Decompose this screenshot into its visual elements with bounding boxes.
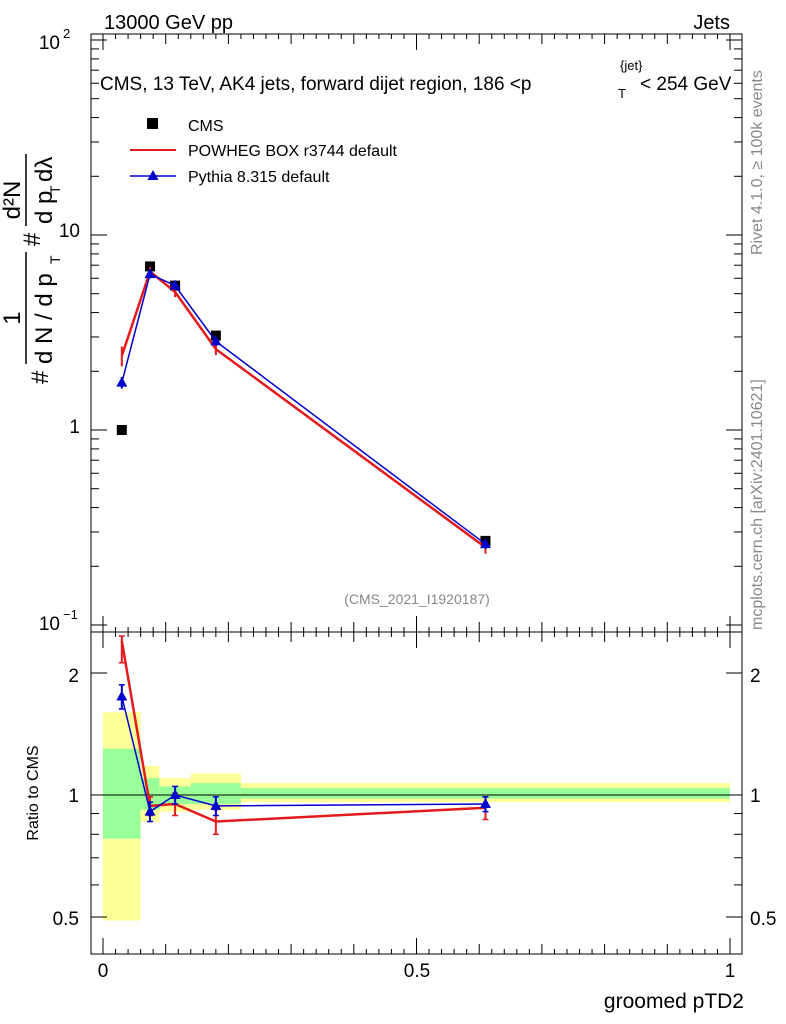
svg-text:#: # xyxy=(27,370,54,384)
ratio-ticks xyxy=(91,632,742,954)
ratio-ytick-1-right: 1 xyxy=(750,786,761,807)
side-text-bottom: mcplots.cern.ch [arXiv:2401.10621] xyxy=(749,379,766,630)
x-axis-label: groomed pTD2 xyxy=(604,990,744,1013)
main-line-powheg xyxy=(120,269,487,549)
svg-text:10: 10 xyxy=(39,614,60,635)
analysis-watermark: (CMS_2021_I1920187) xyxy=(344,591,490,607)
main-ytick-0.1: 10 −1 xyxy=(39,607,78,635)
main-point-pythia xyxy=(116,376,128,387)
xtick-0.5: 0.5 xyxy=(404,961,430,982)
ratio-ytick-0.5-right: 0.5 xyxy=(750,909,776,930)
main-ytick-100: 10 2 xyxy=(39,26,70,54)
svg-text:−1: −1 xyxy=(63,607,78,622)
ratio-uncertainty-bands xyxy=(103,712,730,921)
main-point-pythia xyxy=(479,538,491,549)
main-point-cms xyxy=(145,261,156,272)
main-minor-ticks xyxy=(91,34,742,632)
ratio-point-pythia xyxy=(144,805,156,816)
ratio-ytick-1-left: 1 xyxy=(68,786,79,807)
legend-label-powheg: POWHEG BOX r3744 default xyxy=(188,143,398,160)
main-ytick-10: 10 xyxy=(59,221,80,242)
side-text-top: Rivet 4.1.0, ≥ 100k events xyxy=(749,70,766,255)
svg-text:< 254 GeV: < 254 GeV xyxy=(640,74,732,95)
svg-text:#: # xyxy=(19,232,46,246)
ratio-ytick-2-right: 2 xyxy=(750,666,761,687)
main-ytick-1: 1 xyxy=(69,417,80,438)
ratio-band-green xyxy=(240,788,730,799)
legend: CMS POWHEG BOX r3744 default Pythia 8.31… xyxy=(130,118,398,186)
xtick-0: 0 xyxy=(98,961,109,982)
main-point-pythia xyxy=(144,268,156,279)
svg-text:10: 10 xyxy=(39,33,60,54)
main-point-pythia xyxy=(169,279,181,290)
legend-label-pythia: Pythia 8.315 default xyxy=(188,169,330,186)
ratio-band-green xyxy=(140,778,160,810)
ratio-point-pythia xyxy=(169,789,181,799)
main-line-pythia xyxy=(121,273,486,545)
chart-title: CMS, 13 TeV, AK4 jets, forward dijet reg… xyxy=(100,58,732,101)
svg-text:d p: d p xyxy=(31,191,58,224)
svg-text:T: T xyxy=(618,86,626,101)
svg-text:d²N: d²N xyxy=(0,181,26,220)
svg-text:2: 2 xyxy=(63,26,70,41)
svg-text:T: T xyxy=(47,255,63,264)
svg-text:CMS, 13 TeV, AK4 jets, forward: CMS, 13 TeV, AK4 jets, forward dijet reg… xyxy=(100,74,531,95)
svg-text:1: 1 xyxy=(0,311,26,324)
svg-text:{jet}: {jet} xyxy=(620,58,643,73)
ratio-point-pythia xyxy=(210,799,222,810)
ratio-ytick-2-left: 2 xyxy=(68,666,79,687)
ratio-band-green xyxy=(190,783,241,805)
main-data-layer xyxy=(116,261,491,554)
ratio-ylabel: Ratio to CMS xyxy=(25,745,42,840)
main-point-pythia xyxy=(210,335,222,346)
header-left: 13000 GeV pp xyxy=(104,12,233,34)
ratio-data-layer xyxy=(116,635,491,836)
svg-text:T: T xyxy=(47,185,63,194)
svg-text:d N / d p: d N / d p xyxy=(31,273,58,364)
svg-text:dλ: dλ xyxy=(31,157,58,182)
xtick-1: 1 xyxy=(725,961,736,982)
ratio-band-green xyxy=(103,748,141,839)
main-point-cms xyxy=(116,425,127,435)
legend-marker-pythia xyxy=(147,170,159,180)
legend-marker-cms xyxy=(147,118,158,129)
main-ylabel: # 1 d N / d p T # d²N d p T dλ xyxy=(0,154,63,384)
ratio-ytick-0.5-left: 0.5 xyxy=(53,909,79,930)
header-right: Jets xyxy=(693,12,730,34)
legend-label-cms: CMS xyxy=(188,118,224,135)
ratio-point-pythia xyxy=(116,690,128,701)
ratio-point-pythia xyxy=(479,798,491,809)
